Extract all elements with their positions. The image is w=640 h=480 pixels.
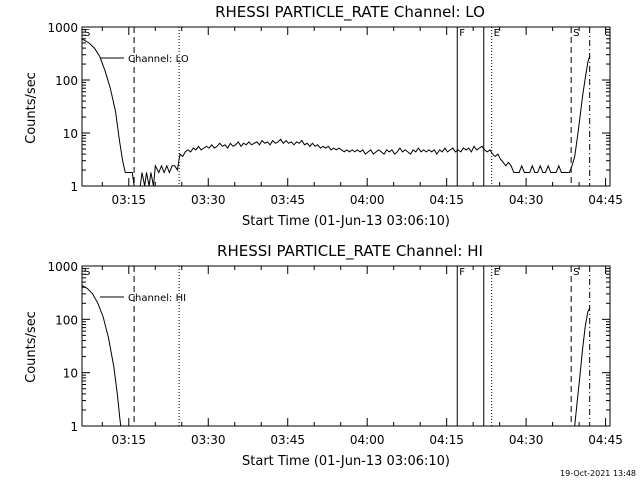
series-line: [81, 38, 591, 187]
x-tick-label: 04:00: [350, 193, 385, 207]
series-line: [574, 308, 591, 427]
x-tick-label: 04:30: [509, 193, 544, 207]
event-marker-label: E: [494, 28, 500, 39]
x-tick-label: 03:30: [191, 433, 226, 447]
lo-chart-title: RHESSI PARTICLE_RATE Channel: LO: [215, 3, 485, 22]
y-tick-label: 1: [70, 180, 78, 194]
hi-chart-title: RHESSI PARTICLE_RATE Channel: HI: [217, 242, 483, 261]
y-tick-label: 1: [70, 420, 78, 434]
x-tick-label: 04:00: [350, 433, 385, 447]
hi-channel-panel: RHESSI PARTICLE_RATE Channel: HI Start T…: [24, 242, 623, 469]
event-marker-label: S: [84, 267, 90, 278]
event-marker-label: E: [494, 267, 500, 278]
series-line: [81, 285, 122, 427]
y-tick-label: 10: [63, 127, 78, 141]
x-tick-label: 04:45: [588, 193, 623, 207]
x-tick-label: 04:15: [429, 193, 464, 207]
timestamp: 19-Oct-2021 13:48: [560, 469, 636, 478]
x-tick-label: 03:15: [111, 193, 146, 207]
lo-x-axis-label: Start Time (01-Jun-13 03:06:10): [242, 214, 450, 229]
lo-channel-panel: RHESSI PARTICLE_RATE Channel: LO Start T…: [24, 3, 623, 229]
x-tick-label: 03:15: [111, 433, 146, 447]
x-tick-label: 04:30: [509, 433, 544, 447]
hi-y-axis-label: Counts/sec: [24, 311, 39, 383]
event-marker-label: S: [573, 28, 579, 39]
x-tick-label: 04:45: [588, 433, 623, 447]
y-tick-label: 1000: [47, 260, 78, 274]
y-tick-label: 100: [55, 313, 78, 327]
x-tick-label: 04:15: [429, 433, 464, 447]
event-marker-label: S: [84, 28, 90, 39]
lo-y-axis-label: Counts/sec: [24, 72, 39, 144]
event-marker-label: F: [459, 267, 465, 278]
x-tick-label: 03:30: [191, 193, 226, 207]
hi-x-axis-label: Start Time (01-Jun-13 03:06:10): [242, 454, 450, 469]
hi-legend-label: Channel: HI: [128, 293, 186, 304]
y-tick-label: 1000: [47, 21, 78, 35]
plot-frame: [81, 26, 611, 187]
lo-legend-label: Channel: LO: [128, 54, 189, 65]
y-tick-label: 10: [63, 367, 78, 381]
event-marker-label: F: [459, 28, 465, 39]
plot-frame: [81, 265, 611, 427]
y-tick-label: 100: [55, 74, 78, 88]
x-tick-label: 03:45: [270, 433, 305, 447]
x-tick-label: 03:45: [270, 193, 305, 207]
event-marker-label: S: [573, 267, 579, 278]
